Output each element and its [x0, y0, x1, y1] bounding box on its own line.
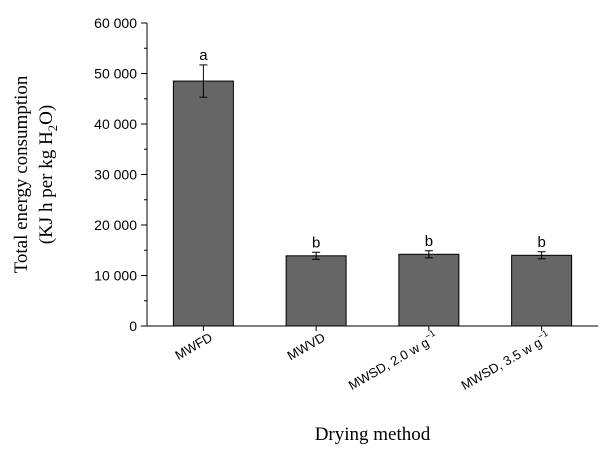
x-category-label-4: MWSD, 3.5 w g−1 — [458, 328, 554, 393]
y-ticks-group: 0 10 000 20 000 30 000 40 000 50 000 60 000 — [94, 15, 147, 334]
category-superscript: −1 — [423, 328, 437, 342]
category-text: MWFD — [172, 330, 215, 363]
y-axis-title-line-2: (KJ h per kg H2O) — [36, 105, 60, 245]
y-title-subscript: 2 — [45, 125, 60, 132]
error-bar-4 — [537, 251, 546, 260]
y-tick-label: 40 000 — [94, 116, 137, 132]
bar-3 — [398, 253, 460, 327]
significance-label-1: a — [199, 47, 208, 64]
error-bar-3 — [424, 250, 433, 259]
x-category-label-1: MWFD — [172, 330, 215, 363]
category-text: MWSD, 3.5 w g — [459, 335, 545, 393]
error-bar-2 — [312, 251, 321, 260]
significance-labels-group: a b b b — [199, 47, 546, 251]
bars-group — [172, 80, 573, 327]
y-tick-label: 60 000 — [94, 15, 137, 31]
error-bars-group — [199, 64, 546, 260]
x-category-label-2: MWVD — [284, 330, 327, 364]
y-axis-title-line-1: Total energy consumption — [11, 75, 32, 273]
error-bar-1 — [199, 64, 208, 98]
x-category-labels-group: MWFD MWVD MWSD, 2.0 w g−1 MWSD, 3.5 w g−1 — [172, 328, 554, 393]
bar-4 — [511, 254, 573, 327]
bar-2 — [285, 255, 347, 327]
x-axis-title: Drying method — [315, 424, 431, 445]
y-tick-label: 30 000 — [94, 167, 137, 183]
y-title-text: (KJ h per kg H — [36, 131, 57, 244]
y-tick-label: 50 000 — [94, 66, 137, 82]
y-tick-label: 10 000 — [94, 268, 137, 284]
x-category-label-3: MWSD, 2.0 w g−1 — [345, 328, 441, 393]
y-tick-label: 0 — [129, 318, 137, 334]
y-title-text-end: O) — [36, 105, 57, 125]
bar-1 — [172, 80, 234, 327]
category-text: MWVD — [284, 330, 327, 364]
significance-label-3: b — [425, 233, 433, 250]
category-superscript: −1 — [536, 328, 550, 342]
significance-label-2: b — [312, 234, 320, 251]
y-tick-label: 20 000 — [94, 217, 137, 233]
category-text: MWSD, 2.0 w g — [346, 335, 432, 393]
significance-label-4: b — [537, 234, 545, 251]
y-axis-title: Total energy consumption (KJ h per kg H2O… — [11, 75, 60, 273]
